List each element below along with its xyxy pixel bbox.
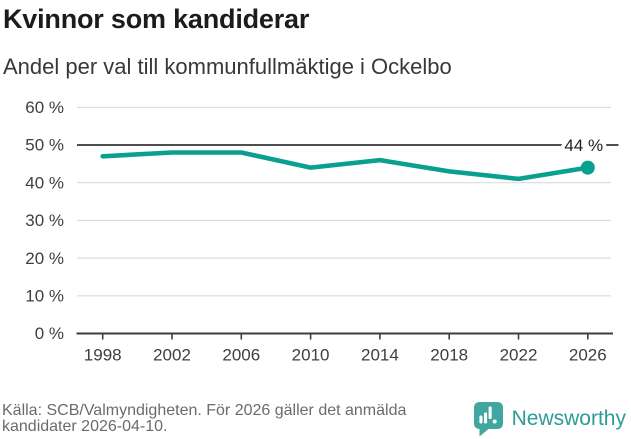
x-tick-label: 2018 bbox=[430, 346, 468, 365]
source-note-line2: kandidater 2026-04-10. bbox=[2, 418, 168, 435]
newsworthy-logo-icon bbox=[473, 402, 503, 437]
y-tick-label: 30 % bbox=[25, 211, 64, 230]
x-tick-label: 2002 bbox=[153, 346, 191, 365]
source-note-line1: Källa: SCB/Valmyndigheten. För 2026 gäll… bbox=[2, 402, 407, 419]
y-tick-label: 60 % bbox=[25, 98, 64, 117]
source-note: Källa: SCB/Valmyndigheten. För 2026 gäll… bbox=[2, 403, 462, 435]
page-title: Kvinnor som kandiderar bbox=[3, 4, 310, 34]
y-tick-label: 50 % bbox=[25, 136, 64, 155]
page-subtitle: Andel per val till kommunfullmäktige i O… bbox=[3, 54, 452, 79]
newsworthy-brand: Newsworthy bbox=[473, 400, 626, 438]
x-tick-label: 1998 bbox=[84, 346, 122, 365]
y-tick-label: 10 % bbox=[25, 287, 64, 306]
end-value-label: 44 % bbox=[564, 136, 603, 155]
x-tick-label: 2006 bbox=[222, 346, 260, 365]
y-tick-label: 0 % bbox=[35, 324, 64, 343]
end-point-dot bbox=[580, 160, 595, 175]
x-tick-label: 2014 bbox=[361, 346, 399, 365]
trend-line bbox=[100, 150, 591, 182]
y-tick-label: 20 % bbox=[25, 249, 64, 268]
newsworthy-brand-text: Newsworthy bbox=[511, 407, 626, 430]
y-tick-label: 40 % bbox=[25, 173, 64, 192]
x-tick-label: 2026 bbox=[569, 346, 607, 365]
x-tick-label: 2010 bbox=[292, 346, 330, 365]
x-tick-label: 2022 bbox=[500, 346, 538, 365]
